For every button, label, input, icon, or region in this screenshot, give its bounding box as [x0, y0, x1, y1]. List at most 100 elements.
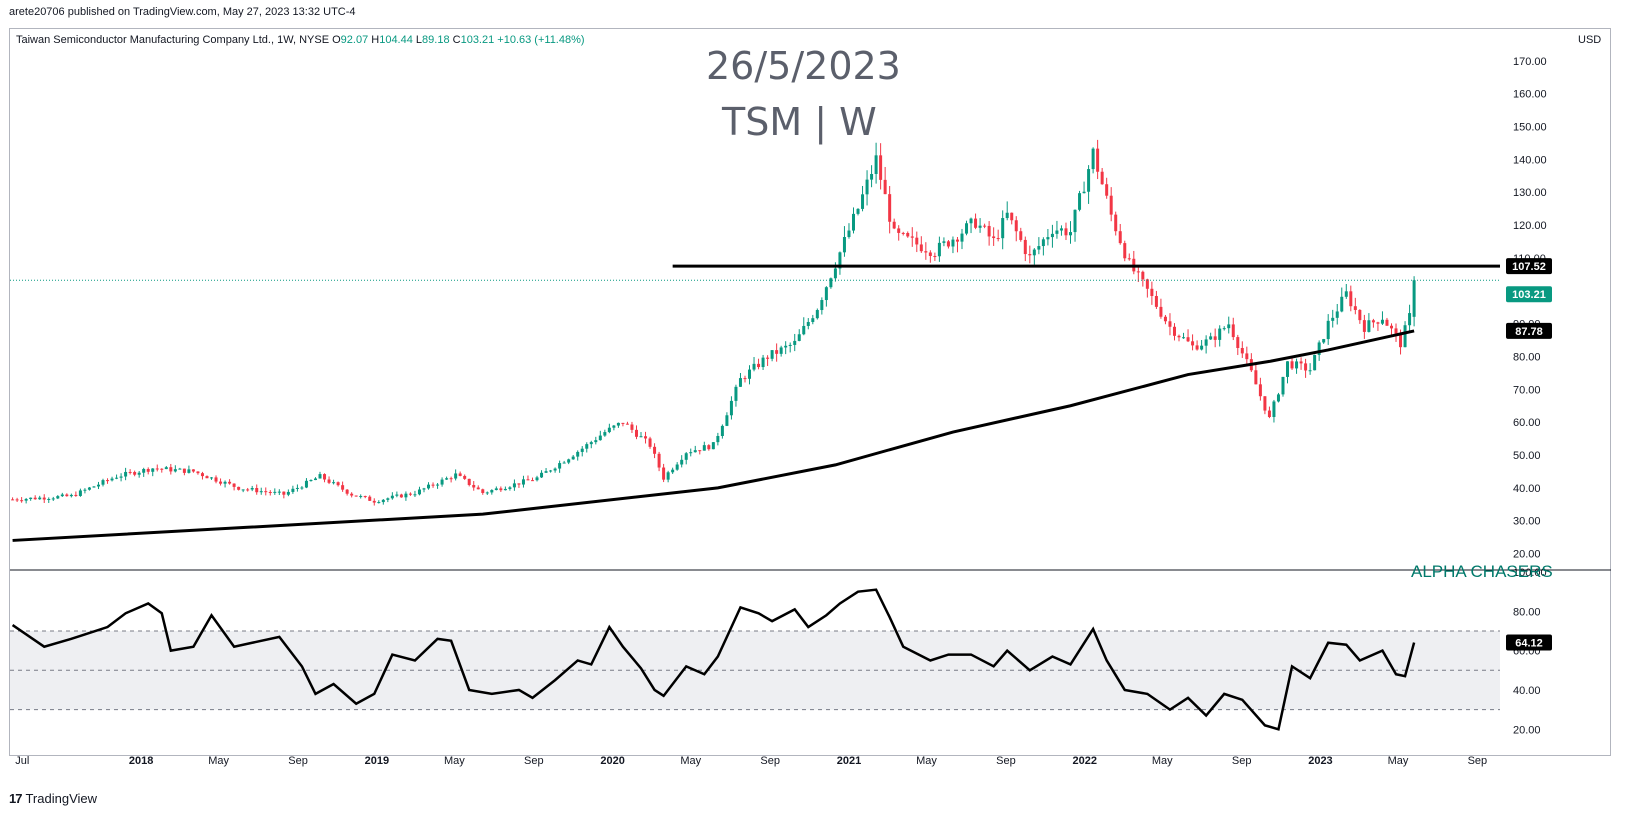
candle-body: [445, 478, 449, 480]
candle-body: [1222, 328, 1226, 330]
candle-body: [449, 478, 453, 480]
candle-body: [436, 484, 440, 486]
price-tick-label: 120.00: [1513, 220, 1547, 232]
candle-body: [499, 488, 503, 491]
candle-body: [255, 488, 259, 493]
candle-body: [69, 494, 73, 497]
candle-body: [440, 479, 444, 485]
candle-body: [51, 498, 55, 500]
candle-body: [422, 488, 426, 490]
watermark-symbol: TSM | W: [722, 100, 877, 144]
candle-body: [924, 251, 928, 253]
candle-body: [463, 475, 467, 479]
publish-info: arete20706 published on TradingView.com,…: [9, 6, 356, 18]
symbol-legend: Taiwan Semiconductor Manufacturing Compa…: [16, 34, 585, 46]
candle-body: [210, 477, 214, 479]
candle-body: [915, 237, 919, 245]
candle-body: [535, 477, 539, 481]
candle-body: [24, 498, 28, 501]
candle-body: [1385, 319, 1389, 326]
candle-body: [567, 459, 571, 463]
price-tick-label: 20.00: [1513, 549, 1541, 561]
candle-body: [992, 236, 996, 239]
price-tick-label: 150.00: [1513, 122, 1547, 134]
candle-body: [336, 482, 340, 486]
candle-body: [1276, 394, 1280, 402]
svg-text:87.78: 87.78: [1515, 326, 1543, 338]
candle-body: [1041, 239, 1045, 247]
candle-body: [467, 478, 471, 485]
candle-body: [766, 357, 770, 359]
candle-body: [1263, 396, 1267, 411]
candle-body: [160, 468, 164, 470]
candle-body: [1335, 311, 1339, 318]
candle-body: [1258, 384, 1262, 397]
svg-text:64.12: 64.12: [1515, 638, 1543, 650]
candle-body: [906, 233, 910, 237]
ma-price-label: 87.78: [1506, 322, 1552, 339]
candle-body: [381, 499, 385, 503]
candle-body: [576, 451, 580, 457]
candle-body: [1371, 320, 1375, 323]
candle-body: [101, 480, 105, 485]
candle-body: [1227, 324, 1231, 329]
candle-body: [933, 255, 937, 257]
candle-body: [1059, 228, 1063, 231]
candle-body: [472, 484, 476, 488]
candle-body: [454, 473, 458, 479]
candle-body: [910, 236, 914, 238]
candle-body: [1349, 291, 1353, 307]
candle-body: [888, 194, 892, 222]
ohlc-key: O: [332, 34, 341, 46]
candle-body: [74, 494, 78, 496]
candle-body: [83, 489, 87, 491]
candle-body: [1218, 328, 1222, 340]
time-tick-label: May: [444, 755, 465, 767]
candle-body: [630, 424, 634, 430]
tradingview-footer[interactable]: 17 TradingView: [9, 791, 97, 806]
candle-body: [833, 268, 837, 279]
candle-body: [779, 347, 783, 354]
symbol-name: Taiwan Semiconductor Manufacturing Compa…: [16, 34, 330, 46]
candle-body: [1028, 254, 1032, 256]
candle-body: [286, 491, 290, 495]
rsi-tick-label: 80.00: [1513, 606, 1541, 618]
candle-body: [544, 471, 548, 473]
price-tick-label: 30.00: [1513, 516, 1541, 528]
candle-body: [413, 494, 417, 496]
candle-body: [788, 344, 792, 346]
candle-body: [978, 225, 982, 228]
price-tick-label: 50.00: [1513, 450, 1541, 462]
candle-body: [1281, 376, 1285, 395]
candle-body: [1100, 171, 1104, 185]
candle-body: [115, 477, 119, 479]
resistance-price-label: 107.52: [1506, 258, 1552, 275]
candle-body: [264, 491, 268, 493]
candle-body: [300, 487, 304, 489]
candle-body: [196, 471, 200, 474]
candle-body: [232, 483, 236, 487]
candle-body: [1231, 324, 1235, 338]
candle-body: [562, 462, 566, 464]
rsi-line: [11, 588, 1416, 731]
candle-body: [820, 300, 824, 311]
candle-body: [870, 173, 874, 180]
candle-body: [1389, 325, 1393, 329]
brand-text: ALPHA CHASERS: [1411, 562, 1553, 581]
candle-body: [151, 468, 155, 472]
time-tick-label: Sep: [288, 755, 308, 767]
currency-label: USD: [1578, 34, 1602, 46]
time-tick-label: 2018: [129, 755, 153, 767]
time-tick-label: 2019: [365, 755, 389, 767]
candle-body: [1168, 321, 1172, 327]
candle-body: [512, 483, 516, 488]
candle-body: [313, 478, 317, 481]
candle-body: [399, 494, 403, 498]
candle-body: [214, 477, 218, 482]
time-tick-label: May: [680, 755, 701, 767]
candle-body: [1001, 218, 1005, 239]
price-tick-label: 160.00: [1513, 89, 1547, 101]
candle-body: [1019, 231, 1023, 240]
candle-body: [268, 492, 272, 494]
